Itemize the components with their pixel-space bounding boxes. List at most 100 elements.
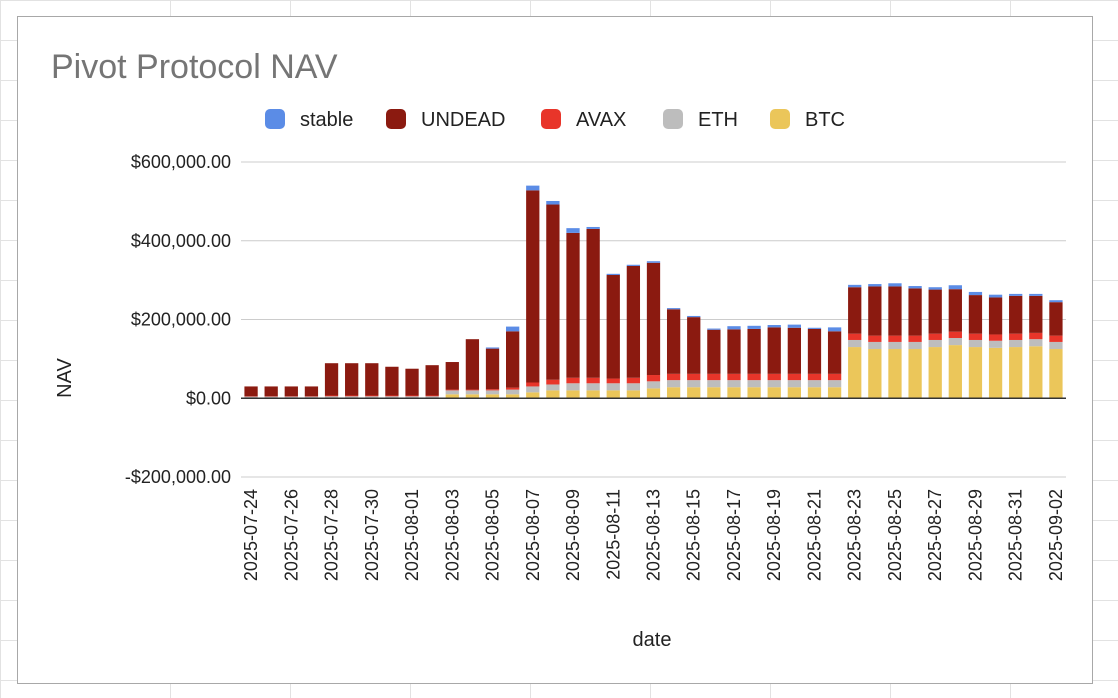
bar-stack[interactable] (324, 363, 339, 399)
bar-segment-undead[interactable] (626, 265, 641, 378)
bar-segment-avax[interactable] (506, 387, 520, 390)
bar-segment-undead[interactable] (928, 289, 942, 334)
bar-segment-eth[interactable] (1009, 339, 1023, 348)
bar-segment-btc[interactable] (1049, 349, 1063, 399)
bar-segment-undead[interactable] (1009, 295, 1023, 334)
bar-segment-eth[interactable] (324, 396, 339, 398)
bar-segment-btc[interactable] (1009, 347, 1023, 399)
bar-segment-avax[interactable] (385, 395, 399, 397)
bar-segment-stable[interactable] (948, 285, 962, 290)
bar-segment-undead[interactable] (727, 329, 741, 374)
bar-stack[interactable] (425, 365, 439, 399)
bar-segment-stable[interactable] (1009, 293, 1023, 296)
bar-segment-eth[interactable] (707, 380, 721, 388)
bar-segment-stable[interactable] (727, 326, 741, 330)
bar-segment-btc[interactable] (566, 390, 580, 399)
legend-item-avax[interactable]: AVAX (541, 109, 626, 131)
bar-segment-stable[interactable] (1029, 293, 1043, 296)
bar-segment-stable[interactable] (767, 325, 781, 328)
bar-stack[interactable] (807, 327, 822, 399)
bar-segment-avax[interactable] (988, 334, 1003, 341)
bar-segment-undead[interactable] (988, 297, 1003, 335)
bar-segment-eth[interactable] (405, 396, 419, 398)
bar-segment-undead[interactable] (787, 327, 801, 374)
bar-segment-undead[interactable] (707, 329, 721, 374)
bar-segment-btc[interactable] (868, 349, 882, 399)
bar-segment-eth[interactable] (928, 339, 942, 348)
bar-segment-btc[interactable] (908, 349, 922, 399)
bar-stack[interactable] (747, 325, 761, 399)
bar-segment-stable[interactable] (526, 185, 540, 191)
bar-stack[interactable] (727, 326, 741, 399)
bar-segment-stable[interactable] (646, 261, 661, 263)
bar-segment-avax[interactable] (445, 389, 459, 391)
bar-segment-avax[interactable] (566, 377, 580, 384)
bar-segment-avax[interactable] (767, 373, 781, 381)
bar-segment-eth[interactable] (264, 396, 278, 398)
bar-segment-avax[interactable] (485, 389, 500, 391)
bar-segment-undead[interactable] (244, 386, 258, 397)
bar-stack[interactable] (385, 366, 399, 399)
bar-segment-btc[interactable] (546, 390, 560, 399)
bar-segment-avax[interactable] (646, 375, 661, 382)
bar-segment-btc[interactable] (707, 387, 721, 399)
bar-segment-eth[interactable] (365, 396, 379, 398)
bar-segment-eth[interactable] (948, 338, 962, 346)
bar-segment-undead[interactable] (1049, 302, 1063, 336)
bar-segment-stable[interactable] (687, 315, 701, 318)
bar-segment-btc[interactable] (586, 390, 600, 399)
bar-segment-eth[interactable] (284, 396, 298, 398)
legend-item-btc[interactable]: BTC (770, 109, 845, 131)
bar-segment-undead[interactable] (526, 190, 540, 383)
bar-segment-stable[interactable] (848, 284, 862, 288)
bar-segment-avax[interactable] (848, 333, 862, 340)
bar-segment-stable[interactable] (566, 228, 580, 233)
bar-stack[interactable] (988, 294, 1003, 399)
bar-segment-eth[interactable] (727, 380, 741, 388)
bar-segment-undead[interactable] (405, 368, 419, 396)
bar-segment-avax[interactable] (1029, 332, 1043, 340)
bar-segment-avax[interactable] (968, 333, 983, 340)
bar-segment-eth[interactable] (908, 341, 922, 350)
bar-segment-undead[interactable] (948, 289, 962, 332)
bar-segment-undead[interactable] (868, 286, 882, 336)
bar-segment-stable[interactable] (666, 308, 681, 310)
bar-segment-btc[interactable] (807, 387, 822, 399)
bar-segment-avax[interactable] (405, 395, 419, 397)
bar-segment-stable[interactable] (606, 273, 620, 276)
bar-segment-stable[interactable] (1049, 300, 1063, 303)
bar-segment-eth[interactable] (787, 380, 801, 388)
bar-segment-undead[interactable] (546, 204, 560, 380)
bar-segment-eth[interactable] (868, 341, 882, 350)
bar-segment-undead[interactable] (345, 363, 359, 396)
bar-segment-stable[interactable] (988, 294, 1003, 298)
bar-segment-avax[interactable] (626, 377, 641, 384)
bar-segment-stable[interactable] (506, 326, 520, 332)
bar-segment-stable[interactable] (868, 284, 882, 287)
bar-segment-eth[interactable] (485, 390, 500, 395)
bar-segment-btc[interactable] (526, 392, 540, 399)
bar-segment-eth[interactable] (465, 390, 480, 395)
bar-segment-avax[interactable] (948, 331, 962, 339)
bar-segment-undead[interactable] (485, 348, 500, 390)
bar-segment-undead[interactable] (1029, 295, 1043, 333)
bar-segment-btc[interactable] (727, 387, 741, 399)
bar-segment-eth[interactable] (646, 381, 661, 389)
bar-segment-stable[interactable] (485, 347, 500, 349)
bar-segment-avax[interactable] (928, 333, 942, 340)
bar-segment-undead[interactable] (304, 386, 319, 397)
bar-segment-undead[interactable] (606, 275, 620, 379)
bar-segment-btc[interactable] (848, 347, 862, 399)
bar-segment-avax[interactable] (345, 395, 359, 397)
bar-segment-avax[interactable] (666, 373, 681, 381)
bar-segment-stable[interactable] (908, 286, 922, 289)
bar-segment-btc[interactable] (747, 387, 761, 399)
bar-stack[interactable] (1049, 300, 1063, 399)
bar-stack[interactable] (485, 347, 500, 399)
bar-segment-eth[interactable] (848, 339, 862, 348)
bar-segment-eth[interactable] (888, 341, 902, 350)
bar-segment-btc[interactable] (626, 390, 641, 399)
bar-segment-eth[interactable] (626, 383, 641, 391)
bar-segment-stable[interactable] (787, 324, 801, 328)
bar-stack[interactable] (646, 261, 661, 399)
